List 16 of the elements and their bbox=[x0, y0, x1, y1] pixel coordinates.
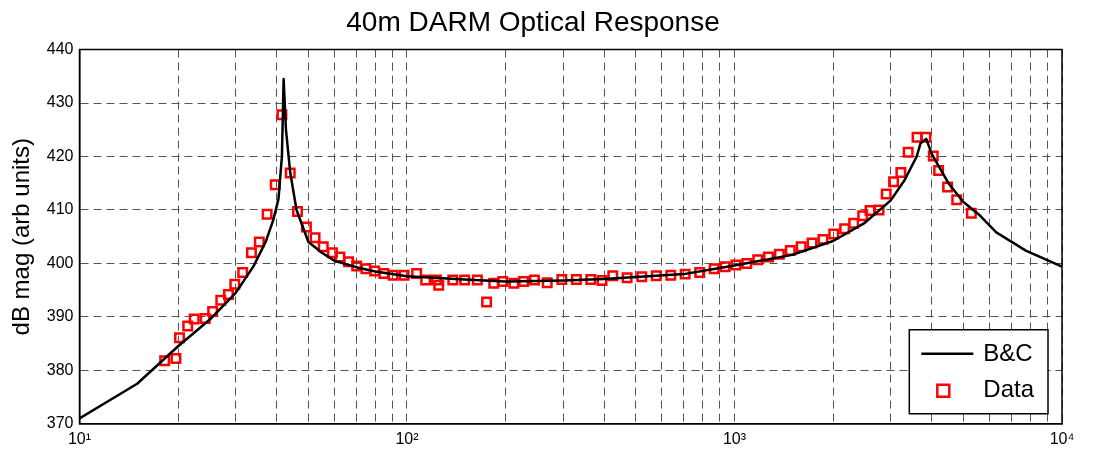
y-tick-label: 380 bbox=[46, 360, 74, 378]
y-tick-label: 440 bbox=[46, 40, 74, 58]
legend-label: Data bbox=[983, 375, 1035, 403]
y-axis-title: dB mag (arb units) bbox=[7, 137, 35, 336]
x-tick-label: 10³ bbox=[722, 429, 747, 447]
x-tick-label: 10² bbox=[395, 429, 420, 447]
x-tick-label: 10⁴ bbox=[1049, 429, 1075, 447]
legend-label: B&C bbox=[983, 339, 1033, 367]
y-tick-label: 420 bbox=[46, 146, 74, 164]
y-tick-label: 370 bbox=[46, 414, 74, 432]
y-tick-label: 430 bbox=[46, 93, 74, 111]
y-tick-label: 410 bbox=[46, 200, 74, 218]
x-tick-label: 10¹ bbox=[67, 429, 92, 447]
y-tick-label: 390 bbox=[46, 307, 74, 325]
y-tick-label: 400 bbox=[46, 253, 74, 271]
chart-title: 40m DARM Optical Response bbox=[346, 5, 720, 37]
